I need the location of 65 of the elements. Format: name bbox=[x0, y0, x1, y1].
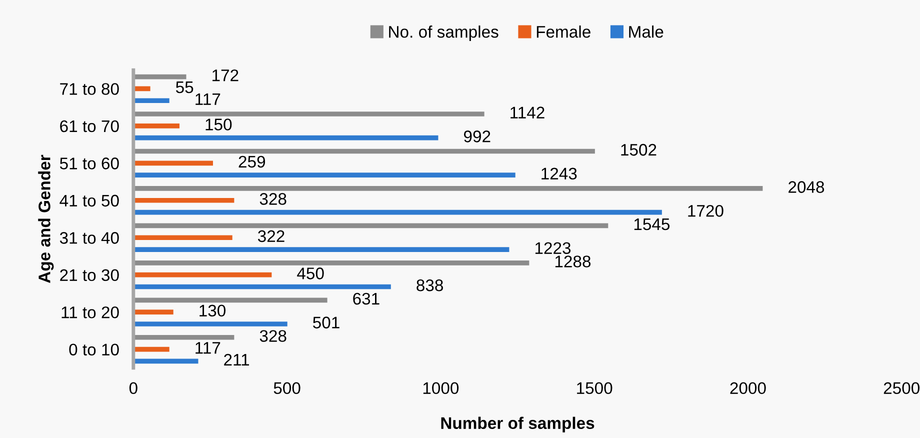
x-axis-title: Number of samples bbox=[441, 416, 594, 432]
x-tick-label: 1500 bbox=[577, 382, 612, 394]
data-label: 117 bbox=[196, 342, 220, 354]
y-tick-label: 41 to 50 bbox=[60, 194, 119, 207]
data-label: 1545 bbox=[634, 218, 670, 230]
x-tick-label: 2000 bbox=[730, 382, 766, 394]
bar bbox=[133, 235, 232, 240]
data-label: 450 bbox=[297, 268, 324, 280]
y-tick-label: 21 to 30 bbox=[60, 269, 119, 282]
y-tick-label: 71 to 80 bbox=[60, 83, 119, 95]
bar bbox=[133, 210, 662, 215]
bar bbox=[133, 322, 288, 326]
data-label: 1243 bbox=[542, 168, 577, 180]
bar bbox=[133, 334, 234, 340]
bar bbox=[133, 172, 516, 178]
data-label: 117 bbox=[196, 93, 220, 105]
data-label: 328 bbox=[260, 330, 286, 342]
bar bbox=[133, 284, 391, 290]
data-label: 328 bbox=[260, 193, 286, 205]
y-tick-label: 0 to 10 bbox=[69, 344, 119, 356]
bar bbox=[133, 148, 595, 154]
bar bbox=[133, 247, 510, 252]
data-label: 172 bbox=[212, 69, 238, 82]
bar bbox=[133, 223, 608, 228]
x-tick-label: 2500 bbox=[884, 382, 920, 394]
bar bbox=[133, 112, 484, 116]
data-label: 211 bbox=[224, 354, 249, 366]
bar bbox=[133, 124, 180, 128]
data-label: 2048 bbox=[788, 181, 824, 193]
y-tick-label: 11 to 20 bbox=[62, 306, 119, 318]
bar bbox=[133, 310, 174, 314]
data-label: 1502 bbox=[621, 144, 656, 156]
legend-label: No. of samples bbox=[389, 26, 498, 42]
bar bbox=[133, 74, 186, 80]
x-tick-label: 0 bbox=[129, 382, 138, 394]
bar bbox=[133, 135, 438, 140]
bar bbox=[133, 298, 328, 303]
bar bbox=[133, 98, 170, 104]
data-label: 150 bbox=[206, 118, 232, 130]
bar bbox=[133, 198, 234, 203]
data-label: 1720 bbox=[688, 204, 724, 217]
data-label: 259 bbox=[238, 156, 266, 168]
legend-label: Female bbox=[536, 26, 590, 38]
bar bbox=[133, 358, 198, 364]
data-label: 55 bbox=[176, 82, 194, 94]
data-label: 501 bbox=[313, 316, 340, 328]
data-label: 1288 bbox=[555, 256, 591, 268]
bar bbox=[133, 186, 763, 191]
data-label: 130 bbox=[200, 304, 226, 317]
bar bbox=[133, 160, 213, 166]
bar bbox=[133, 260, 530, 266]
data-label: 1223 bbox=[535, 242, 571, 254]
y-tick-label: 51 to 60 bbox=[60, 158, 119, 170]
x-tick-label: 500 bbox=[274, 382, 300, 394]
bar bbox=[133, 272, 272, 278]
data-label: 631 bbox=[353, 292, 380, 305]
data-label: 322 bbox=[258, 230, 284, 242]
y-axis-title: Age and Gender bbox=[38, 154, 54, 283]
data-label: 1142 bbox=[510, 106, 544, 118]
y-tick-label: 31 to 40 bbox=[60, 232, 119, 244]
x-tick-label: 1000 bbox=[423, 382, 459, 394]
y-tick-label: 61 to 70 bbox=[60, 120, 119, 132]
data-label: 838 bbox=[416, 279, 443, 292]
data-label: 992 bbox=[464, 130, 490, 142]
legend-label: Male bbox=[629, 26, 664, 38]
